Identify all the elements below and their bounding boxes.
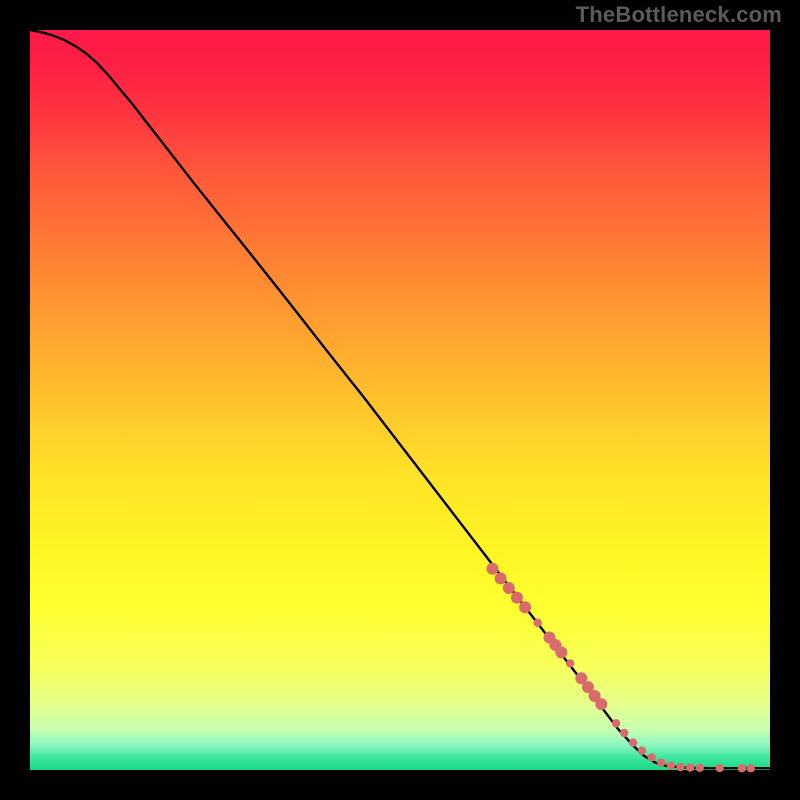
curve-marker bbox=[487, 563, 499, 575]
plot-background bbox=[30, 30, 770, 770]
curve-marker bbox=[503, 582, 515, 594]
curve-marker bbox=[738, 764, 746, 772]
bottleneck-chart bbox=[0, 0, 800, 800]
curve-marker bbox=[715, 764, 723, 772]
curve-marker bbox=[676, 763, 684, 771]
curve-marker bbox=[747, 764, 755, 772]
curve-marker bbox=[495, 572, 507, 584]
curve-marker bbox=[638, 747, 646, 755]
curve-marker bbox=[595, 698, 607, 710]
curve-marker bbox=[620, 729, 628, 737]
curve-marker bbox=[519, 601, 531, 613]
curve-marker bbox=[511, 592, 523, 604]
curve-marker bbox=[696, 764, 704, 772]
curve-marker bbox=[657, 758, 665, 766]
curve-marker bbox=[612, 719, 620, 727]
curve-marker bbox=[555, 646, 567, 658]
watermark-text: TheBottleneck.com bbox=[576, 2, 782, 28]
curve-marker bbox=[667, 761, 675, 769]
chart-container: TheBottleneck.com bbox=[0, 0, 800, 800]
curve-marker bbox=[566, 659, 574, 667]
curve-marker bbox=[533, 619, 541, 627]
curve-marker bbox=[629, 738, 637, 746]
curve-marker bbox=[686, 763, 694, 771]
curve-marker bbox=[647, 753, 655, 761]
